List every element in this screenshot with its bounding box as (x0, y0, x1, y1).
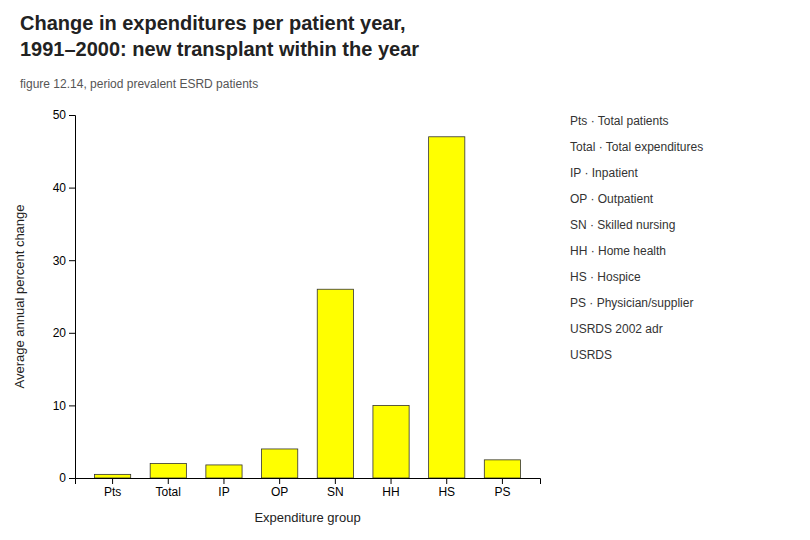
bar (429, 137, 465, 478)
bar (150, 463, 186, 478)
x-axis: Pts Total IP OP SN HH HS PS (76, 478, 541, 499)
bars (94, 137, 520, 478)
bar (206, 465, 242, 478)
x-tick-label: OP (271, 485, 288, 499)
x-tick-label: HH (382, 485, 399, 499)
annotation: IP · Inpatient (570, 166, 638, 180)
x-axis-line (76, 479, 541, 485)
title: Change in expenditures per patient year, (20, 12, 406, 34)
x-tick-mark (223, 478, 224, 484)
y-tick-mark (69, 478, 75, 479)
chart: Change in expenditures per patient year,… (0, 0, 810, 540)
x-tick-mark (446, 478, 447, 484)
annotation: SN · Skilled nursing (570, 218, 675, 232)
bar (373, 405, 409, 478)
x-tick-mark (335, 478, 336, 484)
y-tick-mark (69, 405, 75, 406)
x-tick: PS (494, 478, 510, 499)
x-tick-mark (279, 478, 280, 484)
x-tick: HH (382, 478, 399, 499)
x-tick: OP (271, 478, 288, 499)
x-tick: HS (438, 478, 455, 499)
x-tick-label: Total (156, 485, 181, 499)
x-tick-mark (502, 478, 503, 484)
y-tick: 50 (53, 108, 75, 122)
x-tick: Total (156, 478, 181, 499)
annotation: HH · Home health (570, 244, 666, 258)
annotation: USRDS (570, 348, 612, 362)
bar (94, 474, 130, 478)
y-tick-label: 50 (53, 108, 67, 122)
x-axis-label: Expenditure group (254, 510, 360, 525)
y-tick: 20 (53, 326, 75, 340)
x-tick-label: Pts (104, 485, 121, 499)
annotations: Pts · Total patients Total · Total expend… (570, 114, 703, 362)
x-tick: Pts (104, 478, 121, 499)
y-axis-label: Average annual percent change (12, 204, 27, 388)
y-tick-label: 30 (53, 254, 67, 268)
x-tick-label: SN (327, 485, 344, 499)
x-tick-mark (112, 478, 113, 484)
y-tick: 40 (53, 181, 75, 195)
y-axis-line (69, 116, 76, 479)
x-tick-mark (168, 478, 169, 484)
y-tick: 10 (53, 399, 75, 413)
x-tick: SN (327, 478, 344, 499)
annotation: USRDS 2002 adr (570, 322, 663, 336)
y-tick: 30 (53, 254, 75, 268)
y-tick-mark (69, 115, 75, 116)
y-tick-label: 10 (53, 399, 67, 413)
y-axis: 0 10 20 30 40 50 (53, 108, 76, 485)
subtitle: figure 12.14, period prevalent ESRD pati… (20, 77, 258, 91)
x-tick: IP (218, 478, 229, 499)
x-tick-label: PS (494, 485, 510, 499)
y-tick-label: 40 (53, 181, 67, 195)
annotation: Total · Total expenditures (570, 140, 703, 154)
annotation: PS · Physician/supplier (570, 296, 693, 310)
bar (262, 449, 298, 478)
annotation: HS · Hospice (570, 270, 641, 284)
plot: Pts Total IP OP SN HH HS PS 0 10 20 30 40 50 (53, 108, 541, 498)
bar (317, 289, 353, 478)
x-tick-label: HS (438, 485, 455, 499)
title: 1991–2000: new transplant within the yea… (20, 38, 419, 60)
annotation: OP · Outpatient (570, 192, 654, 206)
y-tick-mark (69, 188, 75, 189)
x-tick-label: IP (218, 485, 229, 499)
y-tick-label: 0 (59, 471, 66, 485)
y-tick-label: 20 (53, 326, 67, 340)
annotation: Pts · Total patients (570, 114, 669, 128)
y-tick: 0 (59, 471, 75, 485)
x-tick-mark (391, 478, 392, 484)
y-tick-mark (69, 333, 75, 334)
bar (484, 460, 520, 478)
y-tick-mark (69, 260, 75, 261)
